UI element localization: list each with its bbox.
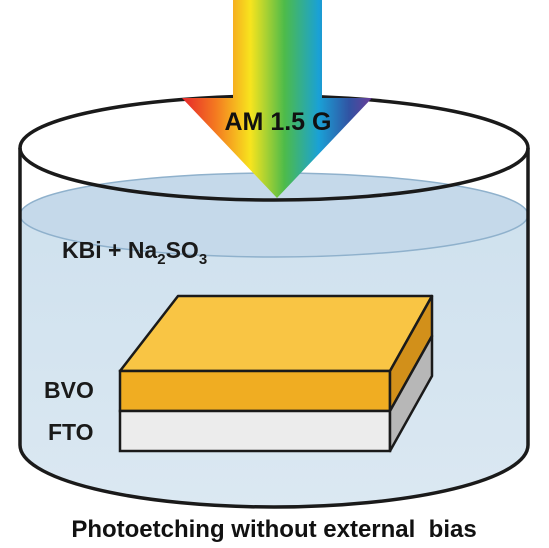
- bvo-label: BVO: [44, 377, 94, 403]
- electrolyte-label-mid: SO: [166, 237, 199, 263]
- electrolyte-label-main: KBi + Na: [62, 237, 157, 263]
- fto-front-face: [120, 411, 390, 451]
- light-source-label: AM 1.5 G: [225, 108, 332, 136]
- arrow-shape: [182, 0, 372, 198]
- electrolyte-subscript-2: 3: [199, 251, 207, 268]
- figure-caption: Photoetching without external bias: [71, 516, 476, 543]
- bvo-front-face: [120, 371, 390, 411]
- electrolyte-subscript-1: 2: [157, 251, 165, 268]
- fto-label: FTO: [48, 419, 94, 445]
- electrode-block: [120, 296, 432, 451]
- light-arrow: AM 1.5 G: [182, 0, 372, 198]
